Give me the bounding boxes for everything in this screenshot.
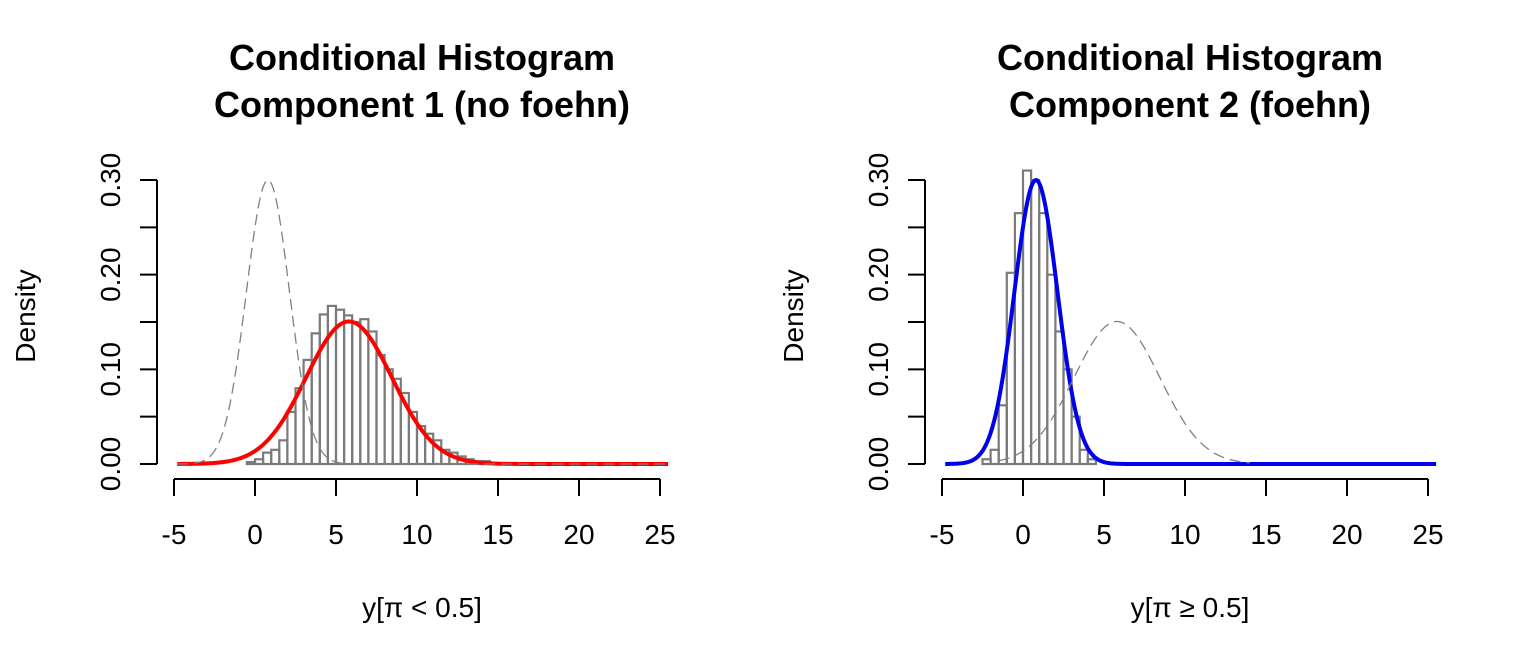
x-tick-label: 25 — [644, 519, 675, 550]
histogram-bar — [351, 320, 362, 466]
chart-title-line-1: Conditional Histogram — [229, 37, 615, 78]
histogram-bar — [253, 458, 265, 466]
histogram-bar — [383, 368, 394, 466]
chart-title-line-2: Component 1 (no foehn) — [214, 84, 630, 125]
x-axis-title: y[π ≥ 0.5] — [1131, 592, 1250, 623]
histogram-bar — [1046, 273, 1057, 466]
x-tick-label: -5 — [930, 519, 955, 550]
y-tick-label: 0.20 — [95, 247, 126, 302]
histogram-bar — [1054, 330, 1065, 466]
histogram-bars — [245, 304, 491, 466]
histogram-bar — [278, 439, 289, 466]
y-axis-title: Density — [10, 269, 41, 362]
y-tick-label: 0.00 — [95, 437, 126, 492]
y-axis: 0.00 0.10 0.20 0.30 — [95, 153, 158, 492]
histogram-bar — [270, 448, 281, 466]
histogram-bar — [981, 458, 992, 466]
x-tick-label: 25 — [1412, 519, 1443, 550]
x-tick-label: -5 — [162, 519, 187, 550]
histogram-bar — [245, 461, 257, 466]
chart-panel-component-1: Conditional Histogram Component 1 (no fo… — [10, 37, 676, 623]
y-tick-label: 0.10 — [863, 342, 894, 397]
x-tick-label: 0 — [1015, 519, 1031, 550]
other-component-density-curve — [998, 320, 1250, 464]
other-component-density-curve — [177, 179, 669, 465]
histogram-bar — [286, 410, 297, 466]
x-axis: -5 0 5 10 15 20 25 — [930, 478, 1444, 550]
histogram-bar — [359, 318, 370, 466]
x-tick-label: 15 — [1250, 519, 1281, 550]
x-axis-title: y[π < 0.5] — [362, 592, 482, 623]
fitted-density-curve — [177, 319, 669, 466]
y-tick-label: 0.20 — [863, 247, 894, 302]
x-tick-label: 0 — [247, 519, 263, 550]
plot-area: 0.00 0.10 0.20 0.30 -5 0 5 10 15 20 25 — [863, 153, 1444, 550]
x-axis: -5 0 5 10 15 20 25 — [162, 478, 676, 550]
chart-title-line-2: Component 2 (foehn) — [1009, 84, 1371, 125]
histogram-bar — [989, 448, 1000, 466]
histogram-bar — [1029, 178, 1041, 466]
x-tick-label: 10 — [1169, 519, 1200, 550]
x-tick-label: 20 — [1331, 519, 1362, 550]
y-tick-label: 0.10 — [95, 342, 126, 397]
histogram-bar — [1086, 458, 1098, 466]
histogram-bar — [375, 354, 386, 466]
x-tick-label: 15 — [482, 519, 513, 550]
y-tick-label: 0.30 — [95, 153, 126, 208]
x-tick-label: 10 — [401, 519, 432, 550]
histogram-bar — [334, 308, 346, 466]
fitted-density-curve — [945, 177, 1437, 466]
x-tick-label: 5 — [1096, 519, 1112, 550]
histogram-bar — [262, 451, 273, 466]
y-tick-label: 0.00 — [863, 437, 894, 492]
y-axis-title: Density — [778, 269, 809, 362]
y-axis: 0.00 0.10 0.20 0.30 — [863, 153, 926, 492]
histogram-bar — [343, 314, 354, 466]
plot-area: 0.00 0.10 0.20 0.30 -5 0 5 10 15 20 25 — [95, 153, 676, 550]
histogram-bar — [1078, 448, 1089, 466]
y-tick-label: 0.30 — [863, 153, 894, 208]
chart-panel-component-2: Conditional Histogram Component 2 (foehn… — [778, 37, 1444, 623]
histogram-bar — [1038, 212, 1049, 466]
x-tick-label: 5 — [328, 519, 344, 550]
histogram-bar — [367, 330, 378, 466]
chart-title-line-1: Conditional Histogram — [997, 37, 1383, 78]
histogram-bar — [997, 404, 1008, 466]
x-tick-label: 20 — [563, 519, 594, 550]
